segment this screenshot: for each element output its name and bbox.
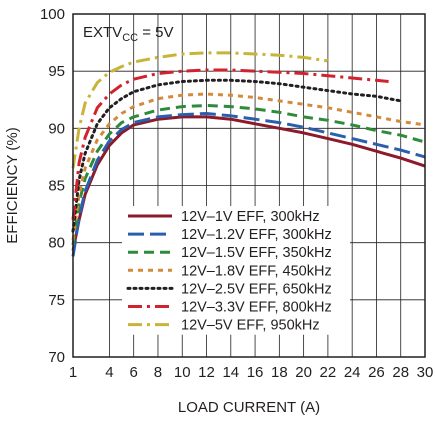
y-axis-label: EFFICIENCY (%) bbox=[4, 127, 21, 243]
legend-label: 12V–2.5V EFF, 650kHz bbox=[181, 281, 332, 297]
y-tick-label: 85 bbox=[48, 178, 65, 195]
x-tick-label: 26 bbox=[368, 364, 385, 381]
legend-label: 12V–1.8V EFF, 450kHz bbox=[181, 263, 332, 279]
x-tick-label: 18 bbox=[271, 364, 288, 381]
y-tick-label: 75 bbox=[48, 292, 65, 309]
x-tick-label: 10 bbox=[174, 364, 191, 381]
x-tick-label: 30 bbox=[417, 364, 434, 381]
y-tick-label: 80 bbox=[48, 235, 65, 252]
x-tick-label: 28 bbox=[392, 364, 409, 381]
x-tick-label: 4 bbox=[105, 364, 113, 381]
x-tick-labels: 1 4 6 8 10 12 14 16 18 20 22 24 26 28 30 bbox=[69, 364, 434, 381]
annotation-prefix: EXTV bbox=[83, 24, 122, 41]
x-axis-label: LOAD CURRENT (A) bbox=[178, 399, 320, 416]
x-tick-label: 8 bbox=[154, 364, 162, 381]
x-tick-label: 24 bbox=[344, 364, 361, 381]
annotation-subscript: CC bbox=[122, 32, 138, 44]
annotation-suffix: = 5V bbox=[138, 24, 173, 41]
legend-label: 12V–5V EFF, 950kHz bbox=[181, 318, 320, 334]
y-tick-label: 95 bbox=[48, 63, 65, 80]
extvcc-annotation: EXTVCC = 5V bbox=[83, 24, 174, 44]
legend-label: 12V–1.5V EFF, 350kHz bbox=[181, 245, 332, 261]
x-tick-label: 1 bbox=[69, 364, 77, 381]
x-tick-label: 6 bbox=[130, 364, 138, 381]
y-tick-label: 70 bbox=[48, 349, 65, 366]
y-tick-label: 90 bbox=[48, 120, 65, 137]
y-tick-label: 100 bbox=[40, 6, 65, 23]
legend-label: 12V–1V EFF, 300kHz bbox=[181, 209, 320, 225]
x-tick-label: 12 bbox=[198, 364, 215, 381]
y-tick-labels: 70 75 80 85 90 95 100 bbox=[40, 6, 65, 366]
x-tick-label: 14 bbox=[222, 364, 239, 381]
legend-label: 12V–3.3V EFF, 800kHz bbox=[181, 300, 332, 316]
legend-label: 12V–1.2V EFF, 300kHz bbox=[181, 227, 332, 243]
x-tick-label: 20 bbox=[295, 364, 312, 381]
x-tick-label: 16 bbox=[247, 364, 264, 381]
x-tick-label: 22 bbox=[320, 364, 337, 381]
